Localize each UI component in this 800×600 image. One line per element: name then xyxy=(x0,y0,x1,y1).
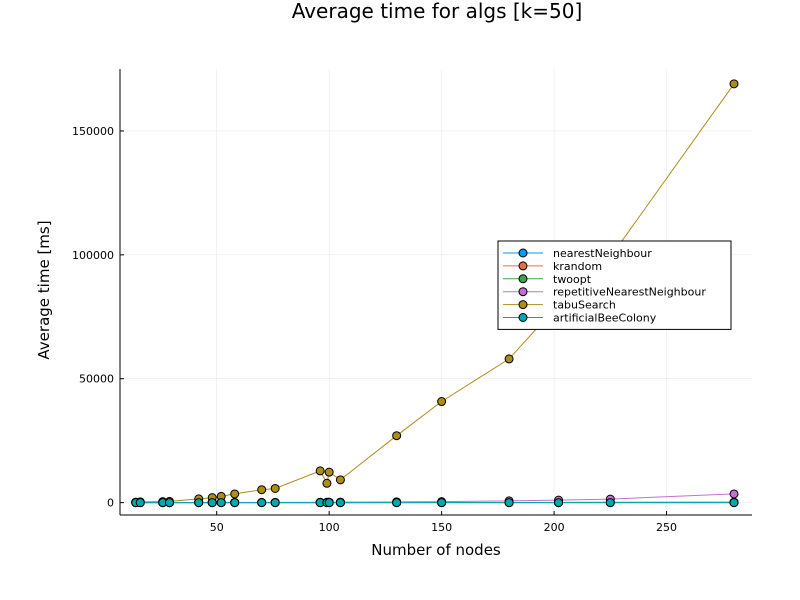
data-point xyxy=(335,498,345,508)
chart-title: Average time for algs [k=50] xyxy=(292,0,583,23)
legend-entry: twoopt xyxy=(503,273,592,286)
legend-marker xyxy=(518,261,528,271)
legend-entry: tabuSearch xyxy=(503,299,616,312)
legend-marker xyxy=(518,313,528,322)
data-point xyxy=(270,498,280,508)
x-axis-label: Number of nodes xyxy=(371,541,501,559)
y-tick-label: 100000 xyxy=(72,249,114,262)
x-tick-label: 50 xyxy=(210,521,224,534)
data-point xyxy=(257,498,267,508)
legend-marker xyxy=(518,274,528,284)
data-point xyxy=(729,489,739,499)
legend-label: tabuSearch xyxy=(553,299,616,312)
data-point xyxy=(605,498,615,508)
legend-entry: artificialBeeColony xyxy=(503,312,657,325)
data-point xyxy=(164,498,174,508)
data-point xyxy=(392,431,402,441)
y-axis-label: Average time [ms] xyxy=(35,220,53,359)
data-point xyxy=(729,79,739,89)
legend-entry: nearestNeighbour xyxy=(503,247,652,260)
legend-entry: krandom xyxy=(503,260,602,273)
data-point xyxy=(270,483,280,493)
legend-label: krandom xyxy=(553,260,602,273)
y-tick-label: 50000 xyxy=(79,373,114,386)
legend: nearestNeighbourkrandomtwooptrepetitiveN… xyxy=(497,240,732,330)
data-point xyxy=(257,485,267,495)
legend-marker xyxy=(518,287,528,297)
legend-label: artificialBeeColony xyxy=(553,312,657,325)
legend-entry: repetitiveNearestNeighbour xyxy=(503,286,706,299)
x-tick-label: 200 xyxy=(544,521,565,534)
legend-marker xyxy=(518,248,528,258)
series-line xyxy=(135,83,735,503)
data-point xyxy=(230,489,240,499)
data-point xyxy=(392,498,402,508)
data-point xyxy=(437,397,447,407)
data-point xyxy=(230,498,240,508)
data-point xyxy=(194,498,204,508)
data-point xyxy=(324,467,334,477)
data-point xyxy=(315,466,325,476)
x-tick-label: 150 xyxy=(431,521,452,534)
data-point xyxy=(335,475,345,485)
series-artificialBeeColony xyxy=(131,498,739,508)
x-tick-label: 250 xyxy=(656,521,677,534)
data-point xyxy=(729,498,739,508)
tick-labels: 50 100 150 200 250 0 50000 100000 150000 xyxy=(72,125,677,534)
data-point xyxy=(324,498,334,508)
data-point xyxy=(504,354,514,364)
data-point xyxy=(437,498,447,508)
legend-marker xyxy=(518,300,528,310)
data-point xyxy=(322,478,332,488)
data-point xyxy=(504,498,514,508)
legend-label: nearestNeighbour xyxy=(553,247,652,260)
data-point xyxy=(554,498,564,508)
legend-label: twoopt xyxy=(553,273,592,286)
y-tick-label: 0 xyxy=(107,497,114,510)
y-tick-label: 150000 xyxy=(72,125,114,138)
x-tick-label: 100 xyxy=(319,521,340,534)
legend-label: repetitiveNearestNeighbour xyxy=(553,286,706,299)
series xyxy=(131,79,739,508)
data-point xyxy=(207,498,217,508)
axes xyxy=(119,69,752,516)
data-point xyxy=(216,498,226,508)
data-point xyxy=(135,498,145,508)
legend-box xyxy=(497,240,732,330)
